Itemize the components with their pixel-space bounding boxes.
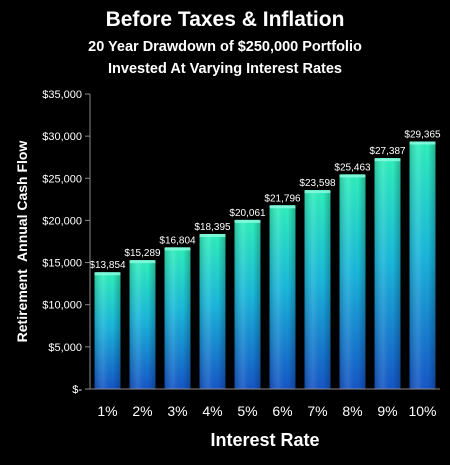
bar-cap — [94, 272, 121, 276]
bar-value-label: $20,061 — [229, 208, 266, 219]
bar-cap — [269, 205, 296, 209]
bar — [199, 233, 226, 389]
bar-value-label: $15,289 — [124, 248, 161, 259]
bar-cap — [164, 247, 191, 251]
y-tick-label: $5,000 — [48, 342, 82, 354]
x-axis-ticks: 1% 2% 3% 4% 5% 6% 7% 8% 9% 10% — [97, 403, 436, 419]
y-tick-label: $35,000 — [42, 89, 82, 101]
bar — [339, 174, 366, 389]
chart-title: Before Taxes & Inflation — [105, 8, 345, 31]
y-tick-label: $- — [72, 384, 82, 396]
bar — [234, 219, 261, 389]
bar-cap — [199, 233, 226, 237]
x-tick-label: 3% — [167, 403, 187, 419]
bar-shade — [374, 158, 401, 389]
bar-shade — [339, 174, 366, 389]
x-tick-label: 8% — [342, 403, 362, 419]
bars — [94, 141, 436, 389]
bar-value-label: $18,395 — [194, 222, 231, 233]
bar-value-label: $21,796 — [264, 193, 301, 204]
bar-cap — [129, 260, 156, 264]
bar — [374, 158, 401, 389]
bar-value-label: $16,804 — [159, 235, 196, 246]
y-tick-label: $20,000 — [42, 215, 82, 227]
bar-cap — [409, 141, 436, 145]
bar — [409, 141, 436, 389]
chart-subtitle-line-2: Invested At Varying Interest Rates — [108, 61, 342, 77]
x-tick-label: 7% — [307, 403, 327, 419]
x-axis-label: Interest Rate — [210, 430, 319, 450]
bar — [269, 205, 296, 389]
bar-cap — [234, 219, 261, 223]
value-labels: $13,854$15,289 $16,804 $18,395 $20,061 $21,7… — [89, 129, 441, 271]
y-tick-label: $15,000 — [42, 258, 82, 270]
bar-shade — [199, 233, 226, 389]
x-tick-label: 1% — [97, 403, 117, 419]
bar — [129, 260, 156, 389]
x-tick-label: 2% — [132, 403, 152, 419]
x-tick-label: 6% — [272, 403, 292, 419]
bar-shade — [234, 219, 261, 389]
bar — [94, 272, 121, 389]
bar-shade — [94, 272, 121, 389]
y-tick-label: $25,000 — [42, 173, 82, 185]
y-axis-label: Retirement Annual Cash Flow — [14, 141, 30, 343]
bar-value-label: $13,854 — [89, 260, 126, 271]
bar-shade — [269, 205, 296, 389]
y-axis-ticks: $- $5,000 $10,000 $15,000 $20,000 $25,000 $30,… — [42, 89, 90, 396]
bar-value-label: $23,598 — [299, 178, 336, 189]
bar-value-label: $27,387 — [369, 146, 406, 157]
y-tick-label: $10,000 — [42, 300, 82, 312]
bar-cap — [374, 158, 401, 162]
x-tick-label: 10% — [408, 403, 436, 419]
bar — [304, 190, 331, 389]
chart-subtitle-line-1: 20 Year Drawdown of $250,000 Portfolio — [88, 39, 362, 55]
bar-value-label: $29,365 — [404, 129, 441, 140]
y-tick-label: $30,000 — [42, 131, 82, 143]
x-tick-label: 4% — [202, 403, 222, 419]
bar-shade — [304, 190, 331, 389]
bar-shade — [164, 247, 191, 389]
bar-shade — [409, 141, 436, 389]
x-tick-label: 5% — [237, 403, 257, 419]
bar — [164, 247, 191, 389]
bar-cap — [339, 174, 366, 178]
x-tick-label: 9% — [377, 403, 397, 419]
bar-cap — [304, 190, 331, 194]
bar-value-label: $25,463 — [334, 162, 371, 173]
bar-shade — [129, 260, 156, 389]
